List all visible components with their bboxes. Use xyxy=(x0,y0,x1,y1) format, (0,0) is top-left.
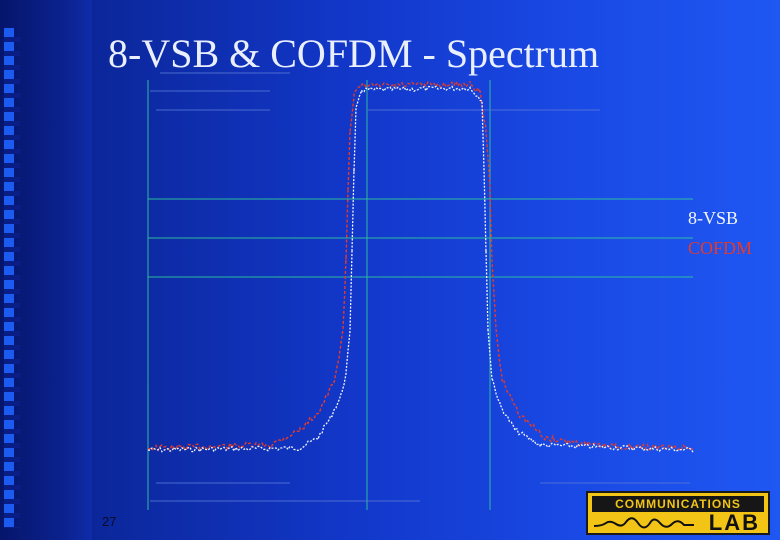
legend-label-cofdm: COFDM xyxy=(688,238,753,258)
slide-number: 27 xyxy=(102,514,117,529)
logo-top-text: COMMUNICATIONS xyxy=(592,496,764,512)
analyzer-text-ghosts xyxy=(150,72,690,502)
logo-bottom-text: LAB xyxy=(708,510,760,535)
legend-label-8vsb: 8-VSB xyxy=(688,208,739,228)
bullet-squares-decoration xyxy=(4,28,20,528)
slide-title: 8-VSB & COFDM - Spectrum xyxy=(108,31,600,76)
logo-waveform-icon xyxy=(594,517,694,529)
vsb-spectrum-trace xyxy=(147,85,694,453)
cofdm-spectrum-trace xyxy=(147,79,694,452)
chart-grid xyxy=(147,80,693,510)
communications-lab-logo: COMMUNICATIONS LAB xyxy=(586,491,770,535)
left-decorative-band xyxy=(0,0,92,540)
